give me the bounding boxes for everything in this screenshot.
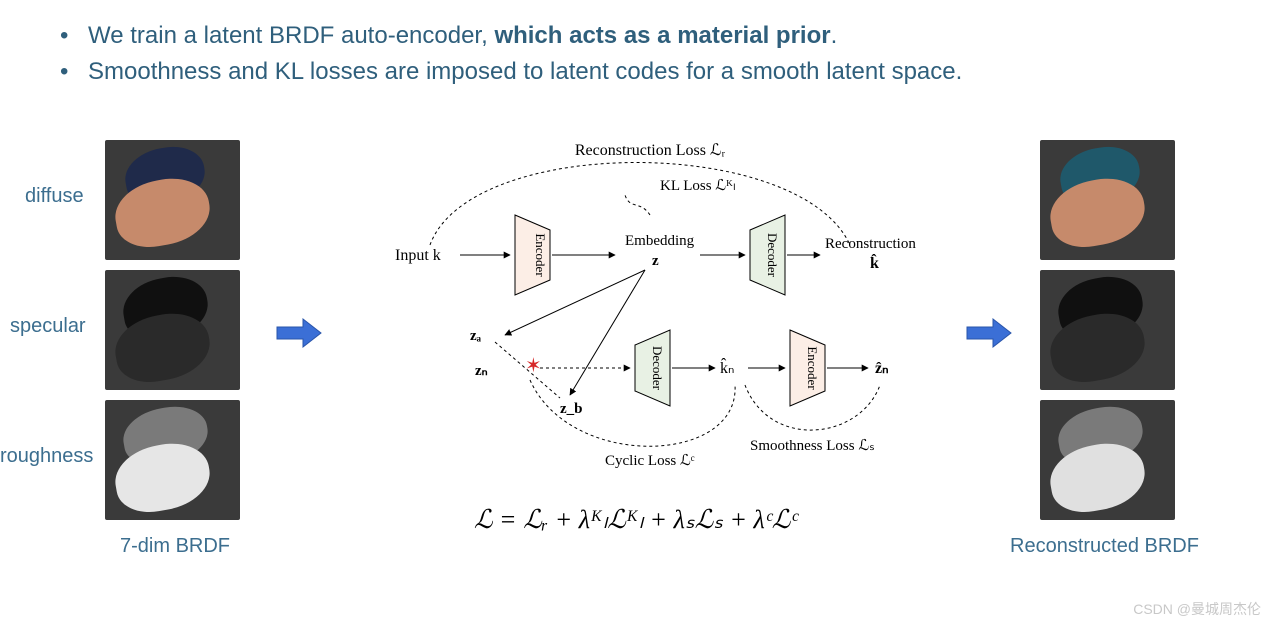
thumb-roughness-in bbox=[105, 400, 240, 520]
k-hat-label: k̂ bbox=[870, 253, 879, 272]
input-k-label: Input k bbox=[395, 247, 441, 264]
bullet-1-text-c: . bbox=[831, 22, 838, 49]
autoencoder-diagram: Reconstruction Loss ℒᵣ KL Loss ℒᴷₗ Input… bbox=[370, 130, 930, 520]
bullet-list: We train a latent BRDF auto-encoder, whi… bbox=[0, 0, 1271, 90]
thumb-roughness-out bbox=[1040, 400, 1175, 520]
za-label: zₐ bbox=[470, 328, 482, 344]
bullet-1-text-b: which acts as a material prior bbox=[494, 22, 830, 49]
embedding-label: Embedding bbox=[625, 233, 695, 249]
cyclic-loss-label: Cyclic Loss ℒᶜ bbox=[605, 453, 695, 469]
decoder-1-label: Decoder bbox=[765, 233, 780, 278]
embedding-z: z bbox=[652, 253, 659, 269]
decoder-2-label: Decoder bbox=[650, 346, 665, 391]
caption-output: Reconstructed BRDF bbox=[1010, 535, 1199, 558]
bullet-2: Smoothness and KL losses are imposed to … bbox=[60, 54, 1271, 90]
label-diffuse: diffuse bbox=[25, 185, 84, 208]
bullet-1: We train a latent BRDF auto-encoder, whi… bbox=[60, 18, 1271, 54]
recon-loss-label: Reconstruction Loss ℒᵣ bbox=[575, 142, 726, 159]
arrow-right-in-icon bbox=[275, 315, 323, 351]
encoder-2-label: Encoder bbox=[805, 346, 820, 390]
zn-star-icon: ✶ bbox=[525, 355, 542, 377]
encoder-1-label: Encoder bbox=[533, 233, 548, 277]
arrow-right-out-icon bbox=[965, 315, 1013, 351]
zb-label: z_b bbox=[560, 401, 583, 417]
kl-loss-label: KL Loss ℒᴷₗ bbox=[660, 178, 735, 194]
thumb-diffuse-out bbox=[1040, 140, 1175, 260]
caption-input: 7-dim BRDF bbox=[120, 535, 230, 558]
zn-label: zₙ bbox=[475, 363, 488, 379]
label-specular: specular bbox=[10, 315, 86, 338]
thumb-diffuse-in bbox=[105, 140, 240, 260]
zn-hat-label: ẑₙ bbox=[875, 360, 888, 377]
smoothness-loss-label: Smoothness Loss ℒₛ bbox=[750, 438, 875, 454]
bullet-2-text: Smoothness and KL losses are imposed to … bbox=[88, 58, 962, 85]
bullet-1-text-a: We train a latent BRDF auto-encoder, bbox=[88, 22, 494, 49]
watermark: CSDN @曼城周杰伦 bbox=[1133, 599, 1261, 619]
label-roughness: roughness bbox=[0, 445, 93, 468]
reconstruction-label: Reconstruction bbox=[825, 236, 916, 252]
formula-text: ℒ = ℒᵣ + λᴷₗℒᴷₗ + λₛℒₛ + λᶜℒᶜ bbox=[474, 505, 797, 534]
loss-formula: ℒ = ℒᵣ + λᴷₗℒᴷₗ + λₛℒₛ + λᶜℒᶜ bbox=[0, 505, 1271, 535]
thumb-specular-in bbox=[105, 270, 240, 390]
thumb-specular-out bbox=[1040, 270, 1175, 390]
kn-hat-label: k̂ₙ bbox=[720, 357, 734, 377]
